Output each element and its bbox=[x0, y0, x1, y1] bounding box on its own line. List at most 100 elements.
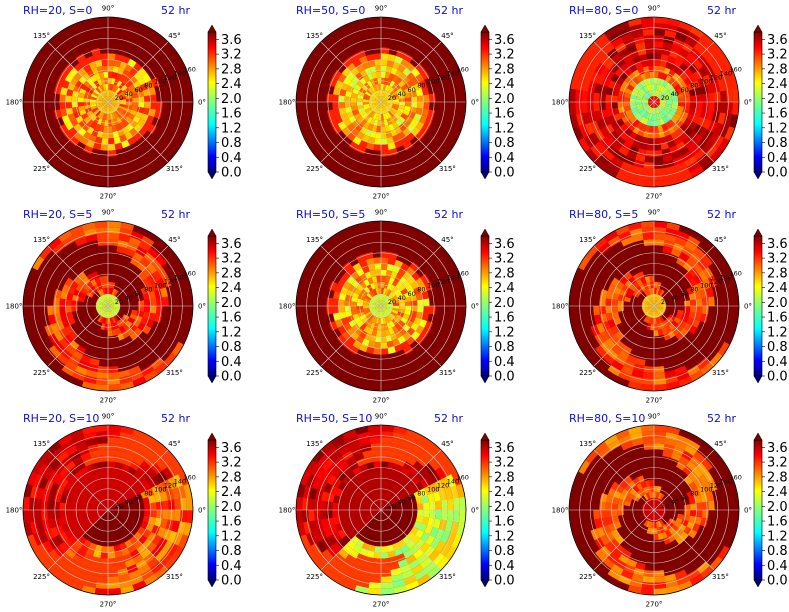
field-cell bbox=[65, 564, 78, 575]
field-cell bbox=[640, 60, 649, 68]
field-cell bbox=[59, 124, 69, 135]
field-cell bbox=[38, 476, 49, 490]
field-cell bbox=[132, 376, 147, 387]
field-cell bbox=[64, 325, 74, 335]
field-cell bbox=[718, 66, 730, 80]
field-cell bbox=[353, 84, 362, 92]
field-cell bbox=[648, 102, 654, 106]
field-cell bbox=[603, 230, 619, 243]
field-cell bbox=[359, 119, 367, 127]
angle-tick-label: 90° bbox=[648, 209, 660, 217]
polar-frame bbox=[22, 220, 194, 392]
field-cell bbox=[392, 305, 400, 309]
radial-tick-label: 140 bbox=[447, 478, 459, 486]
field-cell bbox=[654, 100, 660, 102]
angle-tick-label: 90° bbox=[375, 5, 387, 13]
field-cell bbox=[373, 461, 381, 469]
radial-tick-label: 40 bbox=[671, 294, 679, 302]
field-cell bbox=[147, 123, 157, 135]
field-cell bbox=[108, 383, 122, 391]
field-cell bbox=[637, 107, 645, 113]
field-cell bbox=[125, 116, 133, 124]
field-cell bbox=[610, 121, 620, 131]
field-cell bbox=[356, 284, 364, 292]
angle-tick-label: 270° bbox=[373, 397, 390, 405]
angular-gridline bbox=[47, 41, 109, 103]
field-cell bbox=[371, 125, 378, 132]
field-cell bbox=[656, 499, 662, 506]
field-cell bbox=[80, 521, 89, 528]
field-cell bbox=[629, 488, 637, 496]
field-cell bbox=[90, 278, 97, 287]
field-cell bbox=[620, 569, 634, 580]
field-cell bbox=[112, 105, 118, 111]
field-cell bbox=[659, 300, 666, 305]
field-cell bbox=[677, 513, 684, 520]
field-cell bbox=[143, 101, 151, 109]
field-cell bbox=[653, 437, 666, 445]
field-cell bbox=[356, 254, 366, 263]
radial-tick-label: 60 bbox=[134, 86, 142, 94]
field-cell bbox=[391, 438, 404, 447]
field-cell bbox=[402, 313, 410, 320]
field-cell bbox=[132, 80, 141, 89]
field-cell bbox=[624, 484, 633, 493]
field-cell bbox=[655, 317, 660, 324]
field-cell bbox=[112, 297, 118, 303]
field-cell bbox=[642, 233, 654, 241]
field-cell bbox=[693, 273, 703, 284]
field-cell bbox=[394, 273, 403, 282]
angle-tick-label: 0° bbox=[471, 99, 479, 107]
field-cell bbox=[603, 26, 619, 39]
field-cell bbox=[375, 102, 381, 104]
colorbar: 3.63.22.82.42.01.61.20.80.40.0 bbox=[753, 432, 788, 589]
field-cell bbox=[731, 101, 739, 116]
field-cell bbox=[320, 500, 328, 511]
field-cell bbox=[694, 290, 702, 300]
field-cell bbox=[108, 306, 111, 312]
field-cell bbox=[624, 119, 633, 128]
field-cell bbox=[78, 76, 87, 85]
field-cell bbox=[106, 306, 108, 312]
field-cell bbox=[662, 153, 673, 162]
field-cell bbox=[610, 277, 620, 287]
field-cell bbox=[333, 290, 341, 300]
field-cell bbox=[113, 289, 119, 297]
field-cell bbox=[390, 295, 398, 301]
angle-tick-label: 315° bbox=[166, 369, 183, 377]
field-cell bbox=[671, 531, 680, 540]
field-cell bbox=[688, 292, 696, 301]
field-cell bbox=[593, 441, 608, 455]
field-cell bbox=[628, 123, 637, 132]
field-cell bbox=[611, 156, 624, 167]
field-cell bbox=[351, 76, 360, 85]
colorbar-tick-label: 0.4 bbox=[767, 355, 788, 370]
field-cell bbox=[75, 345, 87, 355]
field-cell bbox=[694, 108, 702, 118]
field-cell bbox=[369, 575, 382, 583]
field-cell bbox=[353, 452, 365, 462]
field-cell bbox=[662, 42, 673, 51]
field-cell bbox=[387, 550, 397, 558]
field-cell bbox=[97, 111, 103, 119]
field-cell bbox=[635, 42, 646, 51]
field-cell bbox=[578, 460, 591, 475]
field-cell bbox=[653, 227, 667, 235]
field-cell bbox=[664, 234, 677, 243]
field-cell bbox=[700, 33, 715, 47]
field-cell bbox=[650, 306, 654, 312]
field-cell bbox=[632, 69, 641, 78]
field-cell bbox=[678, 376, 693, 387]
field-cell bbox=[44, 552, 57, 566]
field-cell bbox=[102, 507, 108, 510]
field-cell bbox=[717, 51, 730, 67]
field-cell bbox=[107, 491, 111, 499]
field-cell bbox=[609, 538, 620, 549]
field-cell bbox=[617, 510, 625, 516]
field-cell bbox=[698, 474, 709, 486]
radial-tick-label: 20 bbox=[388, 502, 396, 510]
field-cell bbox=[613, 82, 622, 91]
field-cell bbox=[171, 459, 184, 475]
field-cell bbox=[625, 109, 633, 116]
field-cell bbox=[101, 137, 109, 145]
